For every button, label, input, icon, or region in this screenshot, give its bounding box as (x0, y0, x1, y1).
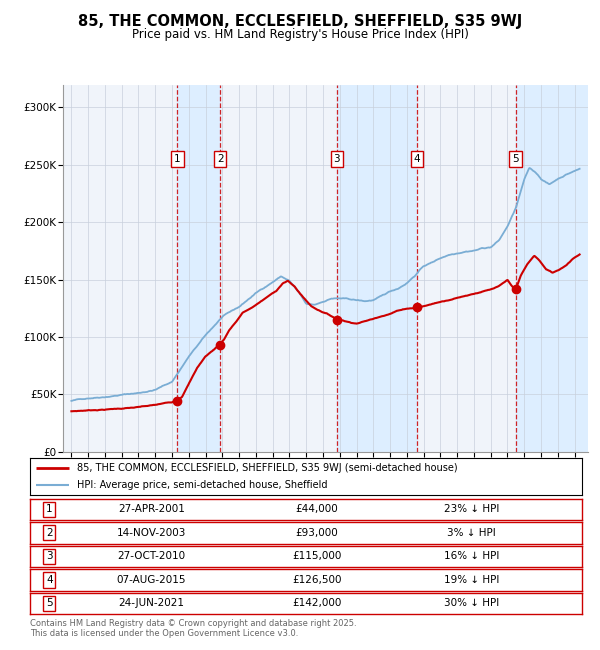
Text: 16% ↓ HPI: 16% ↓ HPI (444, 551, 499, 562)
Text: £115,000: £115,000 (292, 551, 342, 562)
Text: 5: 5 (512, 154, 519, 164)
Text: 23% ↓ HPI: 23% ↓ HPI (444, 504, 499, 514)
Text: Price paid vs. HM Land Registry's House Price Index (HPI): Price paid vs. HM Land Registry's House … (131, 28, 469, 41)
Text: 1: 1 (46, 504, 53, 514)
Text: 24-JUN-2021: 24-JUN-2021 (118, 599, 184, 608)
Text: £126,500: £126,500 (292, 575, 342, 585)
Bar (337, 84, 417, 452)
Bar (515, 84, 588, 452)
Text: HPI: Average price, semi-detached house, Sheffield: HPI: Average price, semi-detached house,… (77, 480, 328, 490)
Text: £142,000: £142,000 (292, 599, 342, 608)
Text: 5: 5 (46, 599, 53, 608)
Text: 07-AUG-2015: 07-AUG-2015 (116, 575, 186, 585)
Text: 3: 3 (46, 551, 53, 562)
Text: 19% ↓ HPI: 19% ↓ HPI (444, 575, 499, 585)
Text: Contains HM Land Registry data © Crown copyright and database right 2025.
This d: Contains HM Land Registry data © Crown c… (30, 619, 356, 638)
Text: 1: 1 (174, 154, 181, 164)
Text: 4: 4 (413, 154, 420, 164)
Text: 27-OCT-2010: 27-OCT-2010 (118, 551, 185, 562)
Text: 27-APR-2001: 27-APR-2001 (118, 504, 185, 514)
Text: £93,000: £93,000 (296, 528, 338, 538)
Text: 2: 2 (217, 154, 223, 164)
Text: 30% ↓ HPI: 30% ↓ HPI (444, 599, 499, 608)
Text: 2: 2 (46, 528, 53, 538)
Text: 3: 3 (334, 154, 340, 164)
Text: 4: 4 (46, 575, 53, 585)
Text: £44,000: £44,000 (296, 504, 338, 514)
Text: 85, THE COMMON, ECCLESFIELD, SHEFFIELD, S35 9WJ: 85, THE COMMON, ECCLESFIELD, SHEFFIELD, … (78, 14, 522, 29)
Text: 85, THE COMMON, ECCLESFIELD, SHEFFIELD, S35 9WJ (semi-detached house): 85, THE COMMON, ECCLESFIELD, SHEFFIELD, … (77, 463, 458, 473)
Text: 3% ↓ HPI: 3% ↓ HPI (447, 528, 496, 538)
Text: 14-NOV-2003: 14-NOV-2003 (117, 528, 186, 538)
Bar (178, 84, 220, 452)
